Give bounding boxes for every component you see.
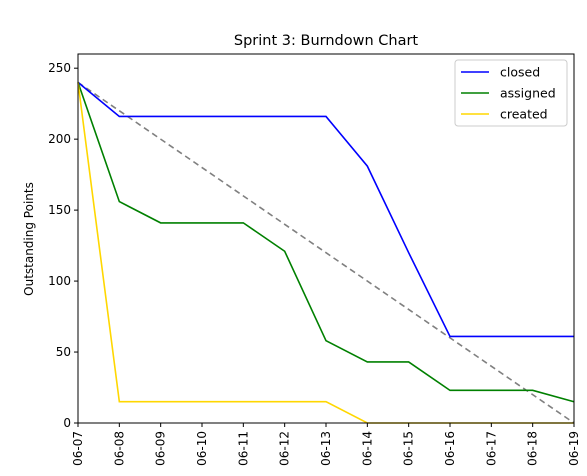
x-tick-label: 06-18: [526, 431, 540, 466]
x-tick-label: 06-15: [402, 431, 416, 466]
x-tick-label: 06-17: [484, 431, 498, 466]
x-tick-label: 06-07: [71, 431, 85, 466]
series-line-closed: [77, 81, 574, 338]
legend-label-created: created: [500, 107, 548, 122]
x-tick-label: 06-13: [319, 431, 333, 466]
legend-box: [454, 59, 568, 127]
x-tick-label: 06-11: [236, 431, 250, 466]
plot-area: [77, 81, 575, 424]
chart-title: Sprint 3: Burndown Chart: [234, 33, 419, 49]
x-tick-label: 06-12: [278, 431, 292, 466]
y-tick-label: 100: [48, 274, 71, 288]
legend-label-closed: closed: [500, 65, 540, 80]
y-tick-label: 150: [48, 203, 71, 217]
y-tick-label: 50: [56, 345, 71, 359]
legend-label-assigned: assigned: [500, 86, 556, 101]
ideal-burndown-line: [77, 81, 575, 424]
y-axis-label: Outstanding Points: [22, 182, 36, 296]
x-tick-label: 06-08: [112, 431, 126, 466]
x-tick-label: 06-14: [360, 431, 374, 466]
y-tick-label: 250: [48, 61, 71, 75]
y-tick-label: 200: [48, 132, 71, 146]
y-tick-label: 0: [63, 416, 71, 430]
x-tick-label: 06-19: [567, 431, 581, 466]
legend: closed assigned created: [454, 59, 568, 127]
series-line-assigned: [77, 82, 575, 403]
axis-ticks: 0 50 100 150 200 250 06-07 06-08 06-09 06-10 06-11…: [48, 61, 581, 466]
x-tick-label: 06-10: [195, 431, 209, 466]
x-tick-label: 06-16: [443, 431, 457, 466]
x-tick-label: 06-09: [154, 431, 168, 466]
